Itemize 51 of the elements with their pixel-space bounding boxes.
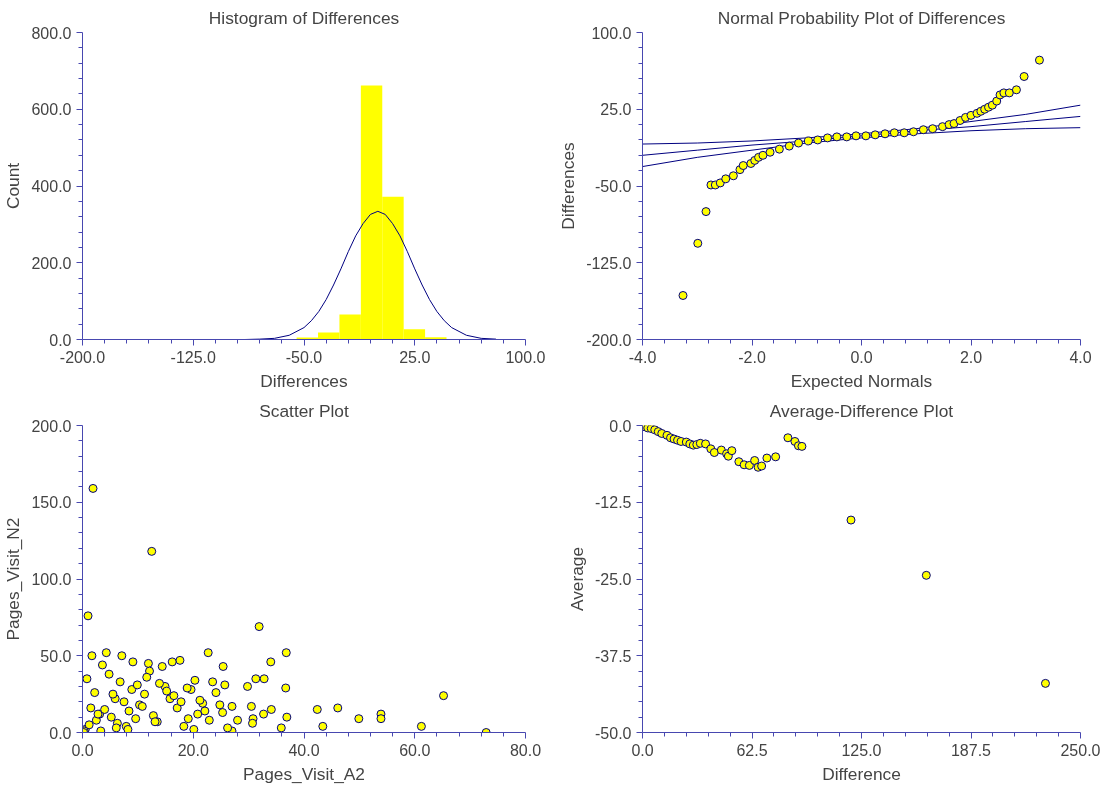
x-tick-label: 125.0 bbox=[841, 741, 882, 759]
x-tick-label: 100.0 bbox=[505, 348, 546, 366]
y-tick-label: 25.0 bbox=[600, 101, 632, 119]
x-tick-label: -50.0 bbox=[285, 348, 323, 366]
y-tick-label: -50.0 bbox=[595, 724, 632, 742]
y-tick-label: 50.0 bbox=[40, 647, 72, 665]
y-tick-label: -50.0 bbox=[595, 178, 632, 195]
x-tick-label: 250.0 bbox=[1060, 741, 1101, 759]
x-tick-label: 80.0 bbox=[509, 741, 542, 759]
x-tick-label: 62.5 bbox=[736, 741, 768, 759]
x-tick-label: -4.0 bbox=[628, 348, 657, 366]
y-tick-label: 100.0 bbox=[31, 571, 72, 588]
x-axis-title: Expected Normals bbox=[790, 370, 933, 391]
x-tick-label: -125.0 bbox=[170, 348, 217, 366]
x-tick-label: 25.0 bbox=[399, 348, 431, 366]
y-axis-title: Average bbox=[567, 546, 588, 612]
x-tick-label: 0.0 bbox=[71, 741, 94, 759]
x-tick-label: 187.5 bbox=[950, 741, 992, 759]
x-axis-title: Differences bbox=[260, 370, 348, 391]
y-axis-title: Pages_Visit_N2 bbox=[3, 517, 24, 641]
y-tick-label: 200.0 bbox=[31, 417, 72, 435]
y-tick-label: -12.5 bbox=[595, 494, 632, 512]
y-tick-label: -25.0 bbox=[595, 571, 632, 588]
chart-title: Histogram of Differences bbox=[208, 7, 400, 28]
y-tick-label: 400.0 bbox=[31, 178, 72, 195]
y-tick-label: -37.5 bbox=[595, 647, 632, 665]
y-axis-title: Count bbox=[3, 162, 24, 210]
x-tick-label: 40.0 bbox=[288, 741, 320, 759]
y-tick-label: 150.0 bbox=[31, 494, 72, 512]
x-tick-label: 0.0 bbox=[850, 348, 873, 366]
y-tick-label: -125.0 bbox=[586, 254, 632, 272]
x-tick-label: -2.0 bbox=[738, 348, 766, 366]
x-tick-label: 2.0 bbox=[959, 348, 983, 366]
x-axis-title: Pages_Visit_A2 bbox=[242, 763, 366, 784]
x-tick-label: 20.0 bbox=[177, 741, 209, 759]
y-tick-label: 0.0 bbox=[49, 724, 72, 742]
y-tick-label: 200.0 bbox=[31, 254, 72, 272]
x-axis-title: Difference bbox=[822, 763, 901, 784]
x-tick-label: 4.0 bbox=[1069, 348, 1092, 366]
chart-title: Normal Probability Plot of Differences bbox=[717, 7, 1006, 28]
y-tick-label: 0.0 bbox=[49, 331, 72, 349]
y-tick-label: 100.0 bbox=[591, 24, 632, 42]
x-tick-label: 0.0 bbox=[631, 741, 654, 759]
y-tick-label: -200.0 bbox=[586, 331, 632, 349]
y-axis-title: Differences bbox=[558, 142, 579, 230]
y-tick-label: 800.0 bbox=[31, 24, 72, 42]
chart-title: Average-Difference Plot bbox=[769, 400, 954, 421]
y-tick-label: 0.0 bbox=[609, 417, 632, 435]
y-tick-label: 600.0 bbox=[31, 101, 72, 119]
x-tick-label: 60.0 bbox=[399, 741, 431, 759]
chart-title: Scatter Plot bbox=[259, 400, 349, 421]
